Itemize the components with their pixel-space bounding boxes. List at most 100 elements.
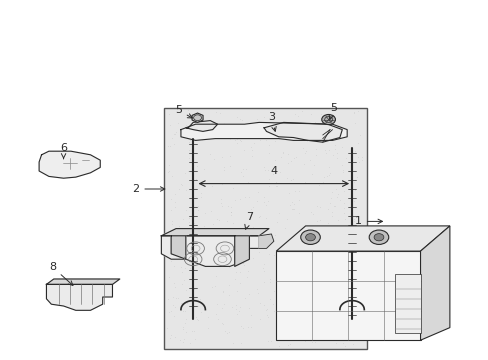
Point — [323, 173, 330, 179]
Polygon shape — [234, 236, 249, 266]
Point — [232, 288, 240, 294]
Point — [289, 155, 297, 161]
Point — [286, 319, 294, 325]
Point — [263, 306, 271, 311]
Point — [338, 289, 346, 295]
Point — [305, 244, 313, 250]
Point — [343, 247, 350, 253]
Text: 6: 6 — [60, 143, 67, 159]
Point — [168, 173, 176, 179]
Point — [264, 198, 271, 204]
Point — [246, 121, 254, 127]
Point — [183, 301, 190, 306]
Point — [244, 291, 252, 297]
Point — [198, 126, 206, 131]
Point — [194, 303, 202, 309]
Point — [342, 329, 349, 335]
Point — [292, 129, 300, 134]
Point — [266, 110, 274, 116]
Point — [243, 268, 251, 274]
Point — [217, 196, 225, 202]
Point — [275, 210, 283, 216]
Point — [244, 324, 252, 330]
Point — [308, 212, 316, 217]
Point — [182, 287, 189, 293]
Point — [180, 277, 187, 283]
Point — [354, 293, 362, 298]
Point — [350, 179, 358, 185]
Point — [165, 122, 173, 128]
Point — [187, 204, 195, 210]
Point — [224, 124, 231, 130]
Point — [303, 243, 311, 249]
Point — [222, 330, 230, 336]
Point — [282, 244, 290, 249]
Bar — [163, 108, 366, 349]
Point — [220, 167, 227, 172]
Point — [322, 247, 329, 252]
Point — [236, 269, 244, 275]
Point — [236, 137, 244, 143]
Point — [198, 262, 206, 268]
Point — [292, 132, 300, 138]
Point — [231, 306, 239, 312]
Point — [218, 127, 225, 133]
Point — [164, 162, 172, 168]
Point — [197, 241, 205, 247]
Point — [163, 325, 171, 331]
Point — [331, 186, 339, 192]
Point — [185, 148, 193, 153]
Point — [170, 334, 178, 340]
Point — [179, 324, 187, 330]
Point — [163, 297, 171, 302]
Point — [253, 116, 261, 121]
Point — [291, 315, 299, 321]
Point — [299, 145, 306, 151]
Point — [167, 258, 175, 264]
Point — [199, 115, 207, 121]
Point — [283, 151, 291, 157]
Point — [177, 300, 184, 306]
Point — [246, 144, 254, 150]
Point — [350, 187, 358, 193]
Point — [314, 275, 322, 281]
Point — [284, 342, 291, 348]
Point — [201, 131, 209, 137]
Polygon shape — [264, 122, 342, 142]
Circle shape — [305, 234, 315, 241]
Point — [180, 125, 188, 131]
Point — [236, 323, 244, 329]
Point — [350, 216, 358, 222]
Point — [312, 218, 320, 224]
Point — [177, 181, 185, 187]
Point — [312, 203, 320, 208]
Point — [283, 253, 290, 259]
Point — [342, 250, 350, 256]
Point — [314, 182, 322, 188]
Point — [290, 332, 298, 337]
Point — [170, 314, 178, 319]
Point — [239, 260, 246, 266]
Point — [175, 223, 183, 229]
Point — [273, 287, 281, 293]
Point — [167, 196, 175, 202]
Point — [357, 282, 365, 287]
Point — [280, 242, 288, 248]
Point — [312, 146, 320, 152]
Point — [256, 138, 264, 143]
Point — [194, 203, 202, 209]
Polygon shape — [185, 121, 217, 131]
Point — [255, 249, 263, 255]
Point — [172, 295, 180, 301]
Point — [216, 247, 224, 253]
Point — [219, 288, 226, 293]
Point — [222, 225, 229, 231]
Point — [330, 265, 338, 271]
Point — [315, 204, 323, 210]
Point — [211, 109, 219, 115]
Point — [281, 225, 288, 231]
Point — [348, 341, 356, 347]
Point — [201, 226, 208, 232]
Point — [204, 325, 212, 331]
Polygon shape — [46, 279, 120, 284]
